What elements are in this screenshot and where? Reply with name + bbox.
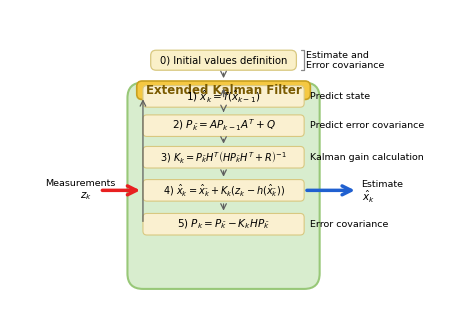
Text: $z_k$: $z_k$ bbox=[81, 191, 92, 202]
Text: 4) $\hat{x}_k = \hat{x}_\bar{k} + K_k(z_k - h(\hat{x}_\bar{k}))$: 4) $\hat{x}_k = \hat{x}_\bar{k} + K_k(z_… bbox=[163, 183, 284, 198]
Text: 3) $K_k = P_\bar{k}H^T\left(HP_\bar{k}H^T + R\right)^{-1}$: 3) $K_k = P_\bar{k}H^T\left(HP_\bar{k}H^… bbox=[160, 149, 287, 165]
FancyBboxPatch shape bbox=[143, 180, 304, 201]
Text: 5) $P_k = P_\bar{k} - K_kHP_\bar{k}$: 5) $P_k = P_\bar{k} - K_kHP_\bar{k}$ bbox=[177, 217, 270, 231]
Text: 0) Initial values definition: 0) Initial values definition bbox=[160, 55, 287, 65]
FancyBboxPatch shape bbox=[143, 115, 304, 136]
Text: Extended Kalman Filter: Extended Kalman Filter bbox=[146, 84, 301, 97]
Text: Estimate: Estimate bbox=[362, 181, 403, 190]
FancyBboxPatch shape bbox=[143, 213, 304, 235]
Text: Measurements: Measurements bbox=[45, 179, 115, 188]
Text: 1) $\hat{x}_k = f(\hat{x}_{k-1})$: 1) $\hat{x}_k = f(\hat{x}_{k-1})$ bbox=[186, 88, 261, 105]
FancyBboxPatch shape bbox=[137, 81, 310, 99]
Text: $\hat{x}_k$: $\hat{x}_k$ bbox=[362, 189, 374, 205]
FancyBboxPatch shape bbox=[143, 86, 304, 107]
Text: Kalman gain calculation: Kalman gain calculation bbox=[310, 153, 423, 162]
Text: Predict state: Predict state bbox=[310, 92, 370, 101]
FancyBboxPatch shape bbox=[151, 50, 296, 70]
Text: 2) $P_\bar{k} = AP_{k-1}A^T + Q$: 2) $P_\bar{k} = AP_{k-1}A^T + Q$ bbox=[172, 118, 275, 133]
Text: Estimate and
Error covariance: Estimate and Error covariance bbox=[307, 51, 385, 70]
FancyBboxPatch shape bbox=[128, 82, 319, 289]
Text: Predict error covariance: Predict error covariance bbox=[310, 121, 424, 130]
Text: Error covariance: Error covariance bbox=[310, 220, 388, 229]
FancyBboxPatch shape bbox=[143, 146, 304, 168]
